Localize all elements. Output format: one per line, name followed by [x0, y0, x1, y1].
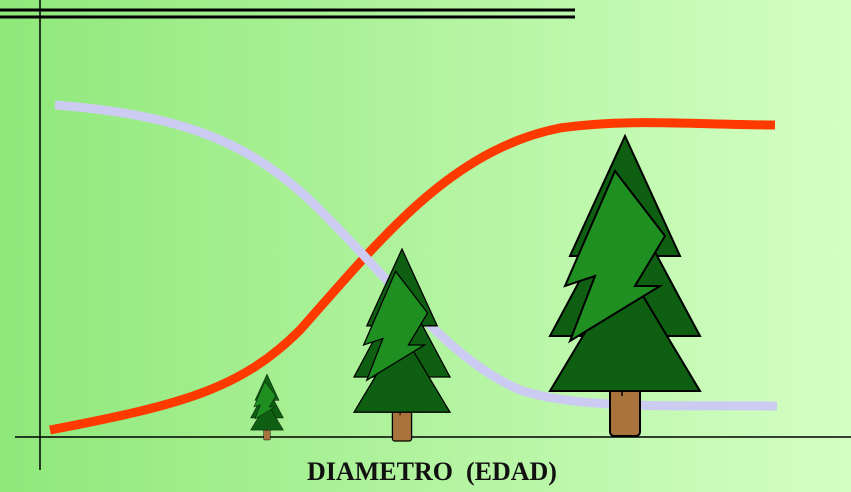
- page: DIAMETRO (EDAD) (() => { const data = JS…: [0, 0, 851, 492]
- diagram: DIAMETRO (EDAD): [0, 0, 851, 492]
- axis-label: DIAMETRO (EDAD): [307, 457, 557, 486]
